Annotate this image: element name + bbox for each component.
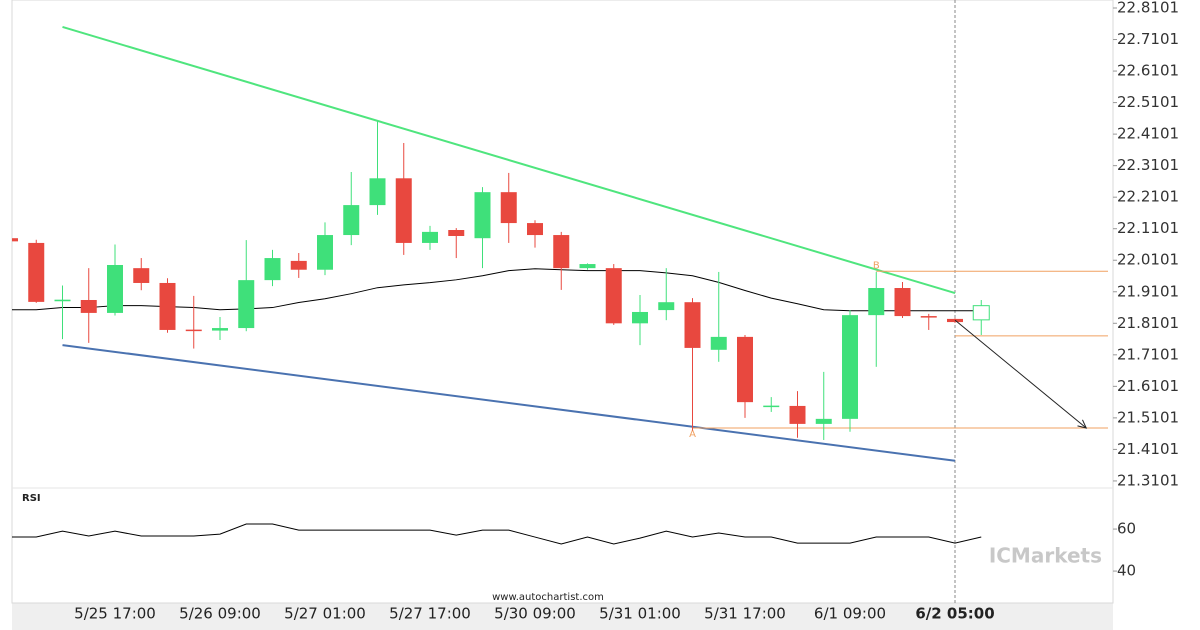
x-tick-label: 5/31 01:00 [599,605,681,623]
level-label: A [689,429,696,440]
x-tick-label: 5/27 01:00 [284,605,366,623]
candle-body [317,235,333,270]
candle-body [159,282,176,330]
rsi-label: RSI [22,493,41,504]
y-tick-label: 21.8101 [1117,314,1179,332]
candle-body [54,299,71,302]
candle-body [972,305,990,321]
plot-area: BA [12,0,1108,603]
candle-body [395,178,412,243]
candle-body [815,418,832,424]
candle-body [28,242,45,302]
candle-body [369,178,386,206]
candle-body [632,311,648,324]
candle-body [500,192,517,224]
rsi-line [12,523,982,545]
candle-body [212,328,228,331]
y-tick-label: 21.9101 [1117,282,1179,300]
candle-body [789,405,806,424]
candle-body [474,192,491,239]
candle-body [684,302,701,348]
candle-body [842,315,858,419]
candle-body [80,299,97,313]
x-tick-label: 5/25 17:00 [74,605,156,623]
x-axis-band [12,603,1113,630]
source-text: www.autochartist.com [492,592,604,603]
y-tick-label: 22.0101 [1117,251,1179,269]
candle-body [264,258,281,281]
candle-body [12,238,18,242]
x-tick-label: 5/26 09:00 [179,605,261,623]
candle-body [448,230,465,236]
y-tick-label: 22.2101 [1117,188,1179,206]
x-tick-label: 5/30 09:00 [494,605,576,623]
candle-body [763,405,780,408]
watermark: ICMarkets [989,544,1102,568]
candle-body [868,288,885,316]
trend-line [62,25,956,295]
y-tick-label: 22.6101 [1117,62,1179,80]
candle-body [710,336,727,350]
rsi-tick-label: 40 [1117,562,1136,580]
candle-body [343,205,360,236]
candle-body [894,288,911,317]
y-tick-label: 21.4101 [1117,440,1179,458]
y-tick-label: 22.1101 [1117,219,1179,237]
candle-body [290,260,307,270]
candle-body [737,336,753,403]
x-tick-label: 6/2 05:00 [915,605,994,623]
y-tick-label: 22.4101 [1117,125,1179,143]
level-label: B [873,260,880,271]
y-tick-label: 21.6101 [1117,377,1179,395]
x-tick-label: 5/27 17:00 [389,605,471,623]
candle-body [920,316,937,318]
trend-line [62,344,956,462]
y-tick-label: 22.3101 [1117,156,1179,174]
candle-body [422,231,438,243]
candle-body [605,268,622,324]
candle-body [527,223,543,236]
y-tick-label: 21.3101 [1117,471,1179,489]
x-tick-label: 5/31 17:00 [704,605,786,623]
y-tick-label: 21.5101 [1117,408,1179,426]
candle-body [107,264,123,313]
candle-body [185,329,202,332]
candle-body [133,268,150,283]
x-tick-label: 6/1 09:00 [814,605,886,623]
y-tick-label: 21.7101 [1117,345,1179,363]
y-tick-label: 22.8101 [1117,0,1179,17]
candle-body [658,302,675,311]
candle-body [553,235,570,269]
plot-frame [11,0,1114,604]
candle-body [579,264,596,269]
rsi-tick-label: 60 [1117,520,1136,538]
y-tick-label: 22.5101 [1117,93,1179,111]
y-tick-label: 22.7101 [1117,30,1179,48]
arrow-head [1077,419,1088,429]
candle-body [238,280,255,329]
projection-arrow [954,319,1087,429]
